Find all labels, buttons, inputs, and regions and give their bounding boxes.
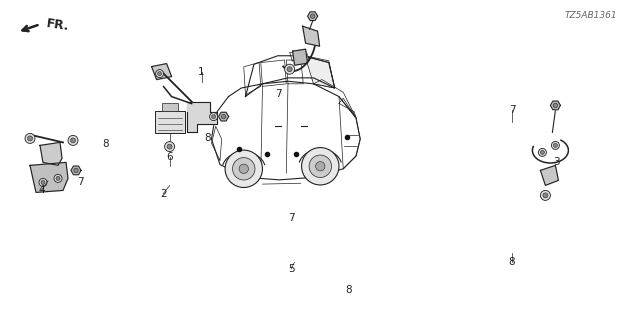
Polygon shape <box>187 101 216 132</box>
Circle shape <box>54 174 62 182</box>
Polygon shape <box>303 26 319 46</box>
Circle shape <box>540 190 550 200</box>
Text: 8: 8 <box>346 284 352 295</box>
Polygon shape <box>540 165 558 185</box>
Text: 7: 7 <box>288 212 294 223</box>
Polygon shape <box>71 166 81 175</box>
Circle shape <box>310 14 315 19</box>
Text: 8: 8 <box>102 139 109 149</box>
Circle shape <box>39 178 47 186</box>
Circle shape <box>221 114 226 119</box>
Text: 2: 2 <box>160 188 166 199</box>
Polygon shape <box>292 49 308 65</box>
Polygon shape <box>219 112 228 121</box>
Circle shape <box>210 113 218 121</box>
Text: TZ5AB1361: TZ5AB1361 <box>565 11 618 20</box>
Circle shape <box>74 168 78 173</box>
Circle shape <box>167 144 172 149</box>
Circle shape <box>156 69 164 77</box>
Circle shape <box>212 115 216 119</box>
Circle shape <box>538 148 547 156</box>
Bar <box>155 111 184 132</box>
Circle shape <box>287 67 292 72</box>
Circle shape <box>225 150 262 188</box>
Text: 8: 8 <box>509 257 515 268</box>
Text: 7: 7 <box>77 177 83 188</box>
Polygon shape <box>40 142 62 165</box>
Text: 5: 5 <box>288 264 294 274</box>
Circle shape <box>164 141 175 152</box>
Polygon shape <box>550 101 561 110</box>
Circle shape <box>540 150 545 154</box>
Circle shape <box>301 148 339 185</box>
Text: FR.: FR. <box>45 17 70 33</box>
Circle shape <box>309 155 332 178</box>
Polygon shape <box>30 162 68 192</box>
Circle shape <box>41 180 45 184</box>
Text: 3: 3 <box>554 156 560 167</box>
Text: 7: 7 <box>509 105 515 116</box>
Text: 4: 4 <box>38 185 45 196</box>
Circle shape <box>543 193 548 198</box>
Polygon shape <box>308 12 317 20</box>
Circle shape <box>232 157 255 180</box>
Bar <box>162 103 178 111</box>
Circle shape <box>316 162 325 171</box>
Circle shape <box>56 176 60 180</box>
Circle shape <box>554 143 557 148</box>
Text: 8: 8 <box>205 132 211 143</box>
Circle shape <box>68 135 78 145</box>
Text: 1: 1 <box>198 67 205 77</box>
Text: 7: 7 <box>275 89 282 100</box>
Circle shape <box>25 133 35 143</box>
Polygon shape <box>305 56 335 88</box>
Circle shape <box>553 103 557 108</box>
Circle shape <box>239 164 248 173</box>
Circle shape <box>70 138 76 143</box>
Circle shape <box>285 64 294 74</box>
Circle shape <box>28 136 33 141</box>
Text: 6: 6 <box>166 152 173 162</box>
Circle shape <box>552 141 559 149</box>
Circle shape <box>157 72 161 76</box>
Polygon shape <box>152 64 172 80</box>
